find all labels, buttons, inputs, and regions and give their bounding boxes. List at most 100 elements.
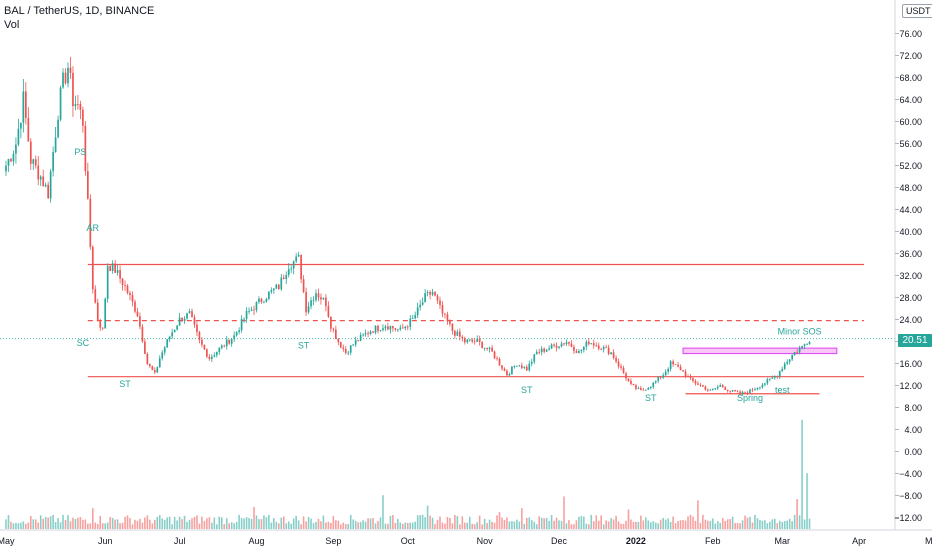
candle-body <box>533 354 536 362</box>
candle-body <box>716 386 719 389</box>
candle-body <box>12 153 15 162</box>
volume-bar <box>645 517 647 529</box>
volume-bar <box>295 515 297 529</box>
volume-bar <box>176 520 178 529</box>
volume-bar <box>166 517 168 529</box>
currency-button[interactable]: USDT <box>902 4 932 18</box>
candle-body <box>238 330 240 333</box>
candle-body <box>411 318 414 320</box>
candle-body <box>54 137 57 152</box>
volume-bar <box>99 515 102 529</box>
candle-body <box>317 293 320 298</box>
volume-bar <box>265 517 268 529</box>
candle-body <box>253 309 255 311</box>
candle-body <box>34 159 37 166</box>
volume-bar <box>764 520 766 529</box>
candle-body <box>124 285 126 286</box>
volume-bar <box>526 517 528 529</box>
candle-body <box>24 91 27 118</box>
volume-bar <box>548 520 550 529</box>
candle-body <box>260 298 263 303</box>
candle-body <box>297 255 300 257</box>
volume-bar <box>92 508 94 529</box>
volume-bar <box>506 517 508 529</box>
candle-body <box>424 293 426 303</box>
candle-body <box>406 326 409 328</box>
volume-bar <box>635 521 637 529</box>
y-tick-label: 8.00 <box>904 403 922 413</box>
candle-body <box>642 389 645 391</box>
candle-body <box>372 331 374 333</box>
volume-bar <box>585 523 588 529</box>
volume-bar <box>109 516 111 529</box>
annotation-label: ST <box>521 385 533 395</box>
candle-body <box>121 278 124 286</box>
volume-bar <box>699 522 702 529</box>
candle-body <box>82 109 84 126</box>
volume-bar <box>558 520 560 529</box>
y-tick-label: 76.00 <box>899 29 922 39</box>
volume-bar <box>466 522 469 529</box>
candle-body <box>193 317 196 325</box>
volume-bar <box>387 523 389 529</box>
candle-body <box>377 325 379 331</box>
volume-bar <box>270 522 273 529</box>
volume-bar <box>193 516 196 529</box>
volume-bar <box>114 519 116 529</box>
candle-body <box>694 380 697 384</box>
candle-body <box>203 344 206 350</box>
candle-body <box>243 318 245 320</box>
candle-body <box>458 331 461 337</box>
candle-body <box>129 292 131 296</box>
candle-body <box>268 291 270 299</box>
level-lines <box>0 263 895 395</box>
candle-body <box>235 332 238 336</box>
volume-bar <box>106 522 109 529</box>
candle-body <box>233 335 236 340</box>
candle-body <box>793 352 796 356</box>
volume-bar <box>736 522 739 529</box>
x-tick-label: Sep <box>325 536 341 546</box>
volume-bar <box>411 522 414 529</box>
volume-bar <box>300 524 302 529</box>
candle-body <box>724 387 727 390</box>
candle-body <box>592 343 595 346</box>
volume-bar <box>275 521 278 529</box>
volume-bar <box>625 520 627 529</box>
candle-body <box>188 311 191 314</box>
volume-bar <box>513 521 516 529</box>
volume-bar <box>263 515 265 529</box>
volume-bar <box>793 514 796 529</box>
candle-body <box>669 361 672 369</box>
volume-bar <box>419 515 421 529</box>
x-tick-label: Aug <box>248 536 264 546</box>
volume-bar <box>211 522 213 529</box>
volume-bar <box>344 524 347 529</box>
volume-bar <box>290 523 292 529</box>
volume-bar <box>10 521 12 529</box>
candle-body <box>486 347 488 350</box>
candle-body <box>585 341 588 347</box>
volume-bar <box>543 518 545 529</box>
volume-bar <box>101 523 104 529</box>
volume-bar <box>461 516 464 529</box>
candle-body <box>270 290 273 292</box>
volume-bar <box>96 523 99 529</box>
volume-bar <box>709 520 712 529</box>
candle-body <box>277 284 280 290</box>
candle-body <box>729 390 732 392</box>
volume-bar <box>682 520 684 529</box>
volume-bar <box>669 522 672 529</box>
volume-bar <box>446 516 449 529</box>
candle-body <box>280 277 283 290</box>
volume-bar <box>454 514 456 529</box>
volume-bar <box>131 524 134 529</box>
volume-bar <box>414 521 416 529</box>
volume-bar <box>540 517 543 529</box>
candle-body <box>605 346 608 348</box>
candle-body <box>339 342 342 348</box>
volume-bar <box>563 496 565 529</box>
candle-body <box>352 344 355 346</box>
candle-body <box>96 302 99 321</box>
